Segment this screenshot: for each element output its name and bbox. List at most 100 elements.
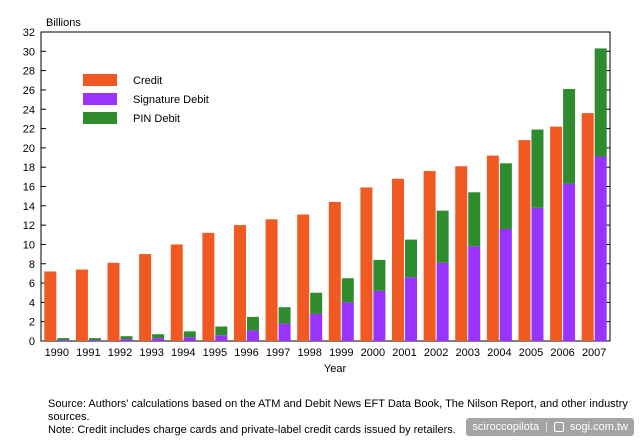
bar-credit (265, 219, 278, 341)
bar-pin-debit (152, 334, 165, 339)
source-note: Source: Authors' calculations based on t… (48, 398, 628, 437)
x-tick-label: 2001 (392, 347, 416, 359)
bar-credit (328, 201, 341, 341)
bar-signature-debit (341, 302, 354, 341)
legend: Credit Signature Debit PIN Debit (83, 74, 209, 125)
bar-credit (360, 187, 373, 341)
x-tick-label: 2002 (424, 347, 448, 359)
bar-signature-debit (278, 323, 291, 341)
y-tick-label: 32 (23, 27, 35, 39)
bar-signature-debit (88, 340, 101, 341)
x-tick-label: 1998 (297, 347, 321, 359)
legend-swatch (83, 112, 117, 124)
bar-signature-debit (405, 277, 418, 341)
bar-credit (423, 171, 436, 341)
bar-credit (44, 271, 57, 341)
x-tick-label: 1997 (266, 347, 290, 359)
bar-signature-debit (246, 330, 259, 341)
bar-pin-debit (436, 210, 449, 263)
legend-label: PIN Debit (133, 113, 180, 125)
bar-signature-debit (436, 262, 449, 341)
bar-signature-debit (563, 183, 576, 341)
y-tick-label: 4 (29, 297, 35, 309)
x-tick-label: 1992 (108, 347, 132, 359)
legend-swatch (83, 74, 117, 86)
source-line: Source: Authors' calculations based on t… (48, 398, 628, 423)
y-tick-label: 30 (23, 46, 35, 58)
bar-signature-debit (215, 335, 228, 341)
bar-pin-debit (278, 307, 291, 324)
y-tick-label: 0 (29, 336, 35, 348)
bar-signature-debit (120, 339, 133, 341)
legend-label: Signature Debit (133, 94, 209, 106)
y-tick-label: 6 (29, 278, 35, 290)
x-tick-label: 1994 (171, 347, 195, 359)
bar-pin-debit (120, 336, 133, 340)
y-tick-label: 2 (29, 317, 35, 329)
bar-pin-debit (531, 129, 544, 208)
bar-pin-debit (246, 316, 259, 331)
y-tick-label: 28 (23, 66, 35, 78)
bar-pin-debit (373, 259, 386, 291)
bar-credit (550, 126, 563, 341)
y-tick-label: 12 (23, 220, 35, 232)
bar-credit (455, 166, 468, 341)
legend-label: Credit (133, 75, 162, 87)
bar-credit (170, 244, 183, 341)
y-tick-label: 8 (29, 259, 35, 271)
bar-pin-debit (57, 338, 70, 341)
bar-credit (486, 155, 499, 341)
x-tick-label: 1990 (45, 347, 69, 359)
bar-credit (297, 214, 310, 341)
bar-credit (518, 140, 531, 341)
y-axis-unit-label: Billions (46, 17, 81, 29)
bar-signature-debit (57, 340, 70, 341)
x-tick-label: 1991 (76, 347, 100, 359)
watermark-logo-icon (553, 422, 564, 432)
y-tick-label: 20 (23, 143, 35, 155)
y-tick-label: 16 (23, 182, 35, 194)
note-line: Note: Credit includes charge cards and p… (48, 424, 456, 436)
x-tick-label: 2007 (582, 347, 606, 359)
y-tick-label: 24 (23, 104, 35, 116)
bar-credit (581, 113, 594, 341)
y-tick-label: 22 (23, 124, 35, 136)
bar-pin-debit (310, 292, 323, 314)
legend-swatch (83, 93, 117, 105)
bar-credit (202, 232, 215, 341)
x-tick-label: 1993 (139, 347, 163, 359)
bar-pin-debit (594, 48, 607, 157)
x-tick-label: 2000 (361, 347, 385, 359)
x-axis-label: Year (324, 363, 347, 375)
bar-signature-debit (499, 228, 512, 341)
x-tick-label: 2006 (550, 347, 574, 359)
bar-credit (233, 225, 246, 341)
y-tick-label: 10 (23, 239, 35, 251)
x-tick-label: 2003 (456, 347, 480, 359)
bar-pin-debit (341, 278, 354, 303)
bar-pin-debit (468, 192, 481, 247)
x-tick-label: 1995 (203, 347, 227, 359)
bar-signature-debit (183, 337, 196, 341)
bar-chart: Billions 0246810121416182022242628303219… (23, 17, 611, 375)
watermark: sciroccopilota | sogi.com.tw (466, 418, 634, 436)
bar-pin-debit (563, 88, 576, 184)
x-tick-label: 2005 (519, 347, 543, 359)
bar-signature-debit (152, 338, 165, 341)
y-tick-label: 14 (23, 201, 35, 213)
y-tick-label: 18 (23, 162, 35, 174)
watermark-left: sciroccopilota (472, 421, 540, 433)
bar-pin-debit (183, 331, 196, 338)
bar-signature-debit (310, 313, 323, 341)
x-tick-label: 2004 (487, 347, 511, 359)
bar-pin-debit (215, 326, 228, 336)
bar-signature-debit (594, 156, 607, 341)
watermark-right: sogi.com.tw (569, 421, 628, 433)
bar-credit (392, 178, 405, 341)
bar-signature-debit (531, 207, 544, 341)
bar-signature-debit (468, 246, 481, 341)
bar-pin-debit (405, 239, 418, 278)
x-tick-label: 1999 (329, 347, 353, 359)
y-tick-label: 26 (23, 85, 35, 97)
